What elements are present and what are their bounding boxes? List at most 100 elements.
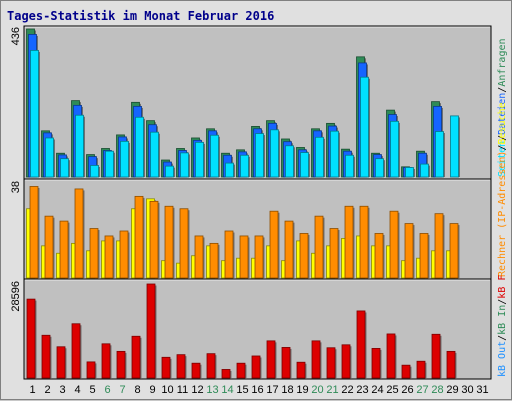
day-label-24: 24 [371,384,383,396]
bar-kbf-day-7-fill [116,350,126,379]
bar-kbf-day-2-fill [41,334,51,379]
bar-sites-day-8-fill [134,195,144,279]
bar-pages-day-28-fill [435,131,444,178]
page-title: Tages-Statistik im Monat Februar 2016 [7,9,275,23]
bar-kbf-day-14 [221,369,232,379]
bar-pages-day-1 [30,49,40,178]
bar-kbf-day-19-fill [296,361,306,379]
bar-kbf-day-29-fill [446,350,456,379]
bar-kbf-day-15-fill [236,362,246,379]
day-label-23: 23 [356,384,368,396]
bar-pages-day-10-fill [165,165,174,178]
bar-kbf-day-21-fill [326,347,336,379]
day-label-28: 28 [431,384,443,396]
bar-pages-day-11-fill [180,152,189,178]
bar-pages-day-4 [75,114,85,178]
bar-pages-day-21 [330,130,340,178]
day-label-10: 10 [161,384,173,396]
bar-sites-day-22-fill [344,205,354,279]
day-label-15: 15 [236,384,248,396]
bar-sites-day-5 [89,228,100,279]
bar-pages-day-11 [180,152,190,178]
bar-kbf-day-25 [386,333,397,379]
bar-pages-day-9-fill [150,131,159,178]
bar-sites-day-6-fill [104,235,114,279]
day-label-17: 17 [266,384,278,396]
day-label-8: 8 [134,384,140,396]
bar-pages-day-27-fill [420,163,429,178]
bar-sites-day-20-fill [314,215,324,279]
day-label-12: 12 [191,384,203,396]
day-label-9: 9 [149,384,155,396]
bar-kbf-day-6-fill [101,343,111,379]
bar-pages-day-2 [45,137,55,178]
bar-sites-day-26 [404,223,415,279]
bar-pages-day-21-fill [330,130,339,178]
day-label-21: 21 [326,384,338,396]
bar-kbf-day-9-fill [146,283,156,379]
bar-sites-day-15-fill [239,235,249,279]
bar-pages-day-26-fill [405,167,414,178]
bar-kbf-day-3-fill [56,346,66,379]
bar-sites-day-23-fill [359,205,369,279]
bar-sites-day-4-fill [74,188,84,279]
bar-sites-day-25 [389,210,400,279]
bar-sites-day-26-fill [404,223,414,279]
day-label-4: 4 [74,384,80,396]
bar-kbf-day-21 [326,347,337,379]
bar-kbf-day-20-fill [311,340,321,379]
bar-kbf-day-27 [416,360,427,379]
bar-sites-day-24 [374,233,385,279]
middle-ymax-label: 38 [10,181,22,193]
top-ymax-label: 436 [10,27,22,45]
bottom-ymax-label: 28596 [10,281,22,312]
legend-top-sep1: / [497,87,508,93]
bar-pages-day-15-fill [240,154,249,178]
bar-kbf-day-6 [101,343,112,379]
day-label-6: 6 [104,384,110,396]
legend-middle-sites: Rechner (IP-Adressen) [497,151,508,277]
bar-pages-day-27 [420,163,430,178]
bar-kbf-day-12 [191,362,202,379]
bar-sites-day-24-fill [374,233,384,279]
bar-sites-day-29 [449,223,460,279]
bar-kbf-day-10-fill [161,356,171,379]
bar-pages-day-14 [225,162,235,178]
legend-bottom: kB Out/kB In/kB F [497,275,508,377]
bar-pages-day-10 [165,165,175,178]
bar-sites-day-1 [29,186,40,279]
bar-pages-day-13-fill [210,134,219,178]
bar-kbf-day-16 [251,355,262,379]
bar-sites-day-14 [224,230,235,279]
bar-kbf-day-27-fill [416,360,426,379]
bar-kbf-day-15 [236,362,247,379]
bar-sites-day-9 [149,200,160,279]
bar-kbf-day-8-fill [131,335,141,379]
bar-kbf-day-28-fill [431,333,441,379]
legend-top-hits: Anfragen [497,38,508,86]
bar-kbf-day-24 [371,348,382,379]
bar-pages-day-1-fill [30,49,39,178]
bar-sites-day-2-fill [44,215,54,279]
day-label-16: 16 [251,384,263,396]
bar-kbf-day-11-fill [176,354,186,379]
bar-sites-day-6 [104,235,115,279]
bar-pages-day-5-fill [90,165,99,178]
bar-sites-day-28 [434,213,445,279]
bar-sites-day-1-fill [29,186,39,279]
day-label-11: 11 [177,384,188,396]
day-label-2: 2 [44,384,50,396]
legend-middle: Rechner (IP-Adressen)/Besuche [497,102,508,277]
bar-pages-day-22-fill [345,154,354,178]
bar-pages-day-28 [435,131,445,178]
bar-pages-day-20 [315,136,325,178]
bar-sites-day-27-fill [419,233,429,279]
bar-sites-day-25-fill [389,210,399,279]
bar-pages-day-20-fill [315,136,324,178]
bar-pages-day-18-fill [285,145,294,178]
bar-kbf-day-14-fill [221,369,231,379]
bar-pages-day-24-fill [375,158,384,178]
bar-kbf-day-23-fill [356,310,366,379]
bar-pages-day-7 [120,140,130,178]
